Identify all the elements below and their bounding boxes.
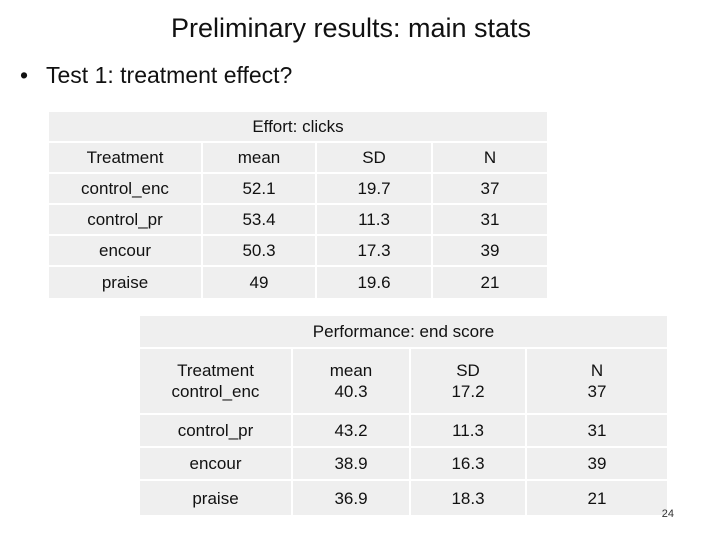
table-cell-treatment: praise bbox=[49, 267, 201, 298]
bullet-item: • Test 1: treatment effect? bbox=[20, 58, 292, 92]
table-cell-n: 31 bbox=[433, 205, 547, 234]
table-cell-mean: 50.3 bbox=[203, 236, 315, 265]
table-cell-treatment: encour bbox=[49, 236, 201, 265]
table-cell-mean: 43.2 bbox=[293, 415, 409, 446]
effort-clicks-table: Effort: clicks Treatment mean SD N contr… bbox=[49, 112, 547, 298]
table-cell-mean: 40.3 bbox=[334, 382, 368, 401]
page-number: 24 bbox=[661, 508, 674, 520]
table-cell-mean: 38.9 bbox=[293, 448, 409, 479]
table-cell-sd: 18.3 bbox=[411, 481, 525, 515]
table-caption-text: Effort: clicks bbox=[252, 117, 344, 136]
table-cell-n: 21 bbox=[433, 267, 547, 298]
table-caption-text: Performance: end score bbox=[312, 322, 495, 341]
table-cell-sd: 19.7 bbox=[317, 174, 431, 203]
header-and-first-row-cell-n: N 37 bbox=[527, 349, 667, 413]
column-header-mean: mean bbox=[329, 361, 373, 380]
column-header-sd: SD bbox=[456, 361, 480, 380]
table-cell-n: 37 bbox=[433, 174, 547, 203]
header-and-first-row-cell-mean: mean 40.3 bbox=[293, 349, 409, 413]
table-caption: Performance: end score bbox=[140, 316, 667, 347]
table-cell-sd: 17.2 bbox=[451, 382, 485, 401]
table-cell-n: 31 bbox=[527, 415, 667, 446]
table-cell-sd: 11.3 bbox=[317, 205, 431, 234]
table-cell-sd: 19.6 bbox=[317, 267, 431, 298]
column-header-n: N bbox=[590, 361, 604, 380]
header-and-first-row-cell-treatment: Treatment control_enc bbox=[140, 349, 291, 413]
table-cell-treatment: control_enc bbox=[171, 382, 260, 401]
table-cell-n: 39 bbox=[527, 448, 667, 479]
table-cell-mean: 36.9 bbox=[293, 481, 409, 515]
table-cell-sd: 17.3 bbox=[317, 236, 431, 265]
column-header-mean: mean bbox=[203, 143, 315, 172]
table-cell-sd: 16.3 bbox=[411, 448, 525, 479]
table-cell-treatment: control_pr bbox=[49, 205, 201, 234]
column-header-n: N bbox=[433, 143, 547, 172]
table-cell-mean: 53.4 bbox=[203, 205, 315, 234]
bullet-text: Test 1: treatment effect? bbox=[46, 62, 293, 88]
table-cell-mean: 52.1 bbox=[203, 174, 315, 203]
table-cell-treatment: praise bbox=[140, 481, 291, 515]
table-cell-treatment: encour bbox=[140, 448, 291, 479]
column-header-treatment: Treatment bbox=[177, 361, 254, 380]
column-header-sd: SD bbox=[317, 143, 431, 172]
table-cell-n: 21 bbox=[527, 481, 667, 515]
table-cell-treatment: control_enc bbox=[49, 174, 201, 203]
table-cell-n: 39 bbox=[433, 236, 547, 265]
slide-title: Preliminary results: main stats bbox=[170, 13, 532, 43]
table-cell-mean: 49 bbox=[203, 267, 315, 298]
bullet-dot: • bbox=[20, 62, 29, 88]
column-header-treatment: Treatment bbox=[49, 143, 201, 172]
table-cell-sd: 11.3 bbox=[411, 415, 525, 446]
header-and-first-row-cell-sd: SD 17.2 bbox=[411, 349, 525, 413]
performance-end-score-table: Performance: end score Treatment control… bbox=[140, 316, 667, 515]
table-cell-n: 37 bbox=[587, 382, 607, 401]
table-cell-treatment: control_pr bbox=[140, 415, 291, 446]
table-caption: Effort: clicks bbox=[49, 112, 547, 141]
